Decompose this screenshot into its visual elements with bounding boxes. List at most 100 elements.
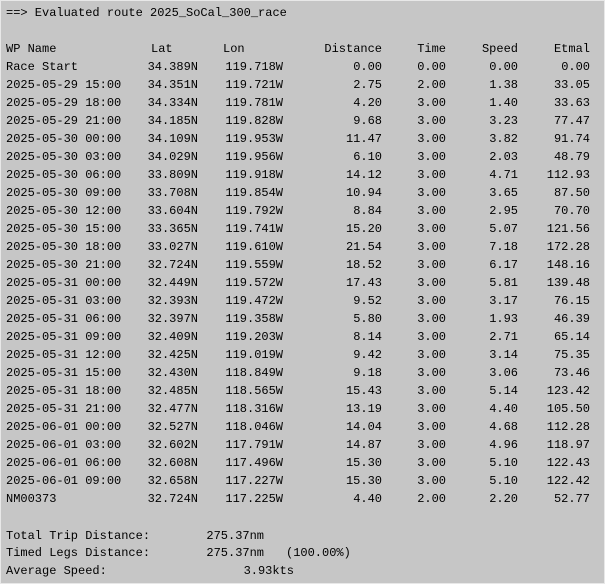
column-header: Time — [417, 42, 446, 56]
table-cell: 3.00 — [417, 96, 446, 110]
table-cell: 15.30 — [345, 474, 382, 488]
table-cell: 4.20 — [353, 96, 382, 110]
table-cell: 119.472W — [225, 294, 283, 308]
table-cell: 32.430N — [147, 366, 198, 380]
summary-label: Total Trip Distance: — [6, 529, 151, 543]
table-cell: 91.74 — [553, 132, 590, 146]
table-cell: 3.17 — [489, 294, 518, 308]
table-cell: 172.28 — [546, 240, 590, 254]
table-cell: 2025-05-30 18:00 — [6, 240, 122, 254]
table-cell: 112.28 — [546, 420, 590, 434]
table-cell: 3.00 — [417, 258, 446, 272]
table-cell: 52.77 — [553, 492, 590, 506]
table-cell: 119.358W — [225, 312, 283, 326]
table-cell: 32.608N — [147, 456, 198, 470]
table-cell: 87.50 — [553, 186, 590, 200]
table-cell: 5.81 — [489, 276, 518, 290]
table-cell: 65.14 — [553, 330, 590, 344]
table-cell: 119.572W — [225, 276, 283, 290]
table-cell: 3.00 — [417, 402, 446, 416]
table-cell: 119.610W — [225, 240, 283, 254]
table-cell: 6.10 — [353, 150, 382, 164]
table-cell: 1.93 — [489, 312, 518, 326]
table-cell: 122.42 — [546, 474, 590, 488]
table-cell: 112.93 — [546, 168, 590, 182]
table-cell: 119.721W — [225, 78, 283, 92]
table-cell: 8.84 — [353, 204, 382, 218]
table-cell: 4.96 — [489, 438, 518, 452]
summary-label: Average Speed: — [6, 564, 107, 578]
table-cell: 3.00 — [417, 222, 446, 236]
table-cell: 3.00 — [417, 294, 446, 308]
table-cell: 119.918W — [225, 168, 283, 182]
table-cell: 32.397N — [147, 312, 198, 326]
table-cell: 73.46 — [553, 366, 590, 380]
table-cell: 3.00 — [417, 384, 446, 398]
table-cell: 119.956W — [225, 150, 283, 164]
table-cell: 2025-05-29 21:00 — [6, 114, 122, 128]
route-title: ==> Evaluated route 2025_SoCal_300_race — [6, 6, 287, 20]
table-cell: 33.708N — [147, 186, 198, 200]
table-cell: 2025-05-30 03:00 — [6, 150, 122, 164]
table-cell: 32.409N — [147, 330, 198, 344]
table-cell: 119.203W — [225, 330, 283, 344]
table-cell: 34.389N — [147, 60, 198, 74]
table-cell: 2025-06-01 03:00 — [6, 438, 122, 452]
table-cell: 14.12 — [345, 168, 382, 182]
table-cell: 0.00 — [353, 60, 382, 74]
table-cell: 2025-06-01 06:00 — [6, 456, 122, 470]
table-cell: 2025-05-31 12:00 — [6, 348, 122, 362]
table-cell: 14.87 — [345, 438, 382, 452]
table-cell: 2025-05-31 15:00 — [6, 366, 122, 380]
table-cell: 2.03 — [489, 150, 518, 164]
table-cell: 32.724N — [147, 258, 198, 272]
table-cell: 4.40 — [489, 402, 518, 416]
table-cell: 15.20 — [345, 222, 382, 236]
table-cell: 75.35 — [553, 348, 590, 362]
table-cell: Race Start — [6, 60, 79, 74]
table-cell: 3.00 — [417, 150, 446, 164]
table-cell: 3.00 — [417, 168, 446, 182]
table-cell: 2.20 — [489, 492, 518, 506]
table-cell: 32.527N — [147, 420, 198, 434]
table-cell: 2025-05-31 03:00 — [6, 294, 122, 308]
table-cell: 148.16 — [546, 258, 590, 272]
table-cell: 2025-05-31 06:00 — [6, 312, 122, 326]
table-cell: 3.00 — [417, 420, 446, 434]
table-cell: 5.10 — [489, 474, 518, 488]
table-cell: 17.43 — [345, 276, 382, 290]
table-cell: 2.00 — [417, 78, 446, 92]
table-cell: 121.56 — [546, 222, 590, 236]
table-cell: 117.227W — [225, 474, 283, 488]
table-cell: 118.849W — [225, 366, 283, 380]
table-cell: 32.477N — [147, 402, 198, 416]
table-cell: 119.741W — [225, 222, 283, 236]
table-cell: 123.42 — [546, 384, 590, 398]
table-cell: 3.00 — [417, 114, 446, 128]
table-cell: 117.496W — [225, 456, 283, 470]
table-cell: 3.14 — [489, 348, 518, 362]
summary-value: 275.37nm — [206, 546, 264, 560]
table-cell: 2025-06-01 00:00 — [6, 420, 122, 434]
table-cell: 14.04 — [345, 420, 382, 434]
table-cell: 3.23 — [489, 114, 518, 128]
table-cell: 9.42 — [353, 348, 382, 362]
table-cell: 6.17 — [489, 258, 518, 272]
table-cell: 5.14 — [489, 384, 518, 398]
table-cell: 105.50 — [546, 402, 590, 416]
table-cell: 0.00 — [561, 60, 590, 74]
table-cell: 7.18 — [489, 240, 518, 254]
column-header: WP Name — [6, 42, 57, 56]
column-header: Lat — [151, 42, 173, 56]
summary-value: 3.93kts — [243, 564, 294, 578]
table-cell: 77.47 — [553, 114, 590, 128]
table-cell: 3.06 — [489, 366, 518, 380]
table-cell: 4.71 — [489, 168, 518, 182]
table-cell: 33.604N — [147, 204, 198, 218]
column-header: Lon — [223, 42, 245, 56]
table-cell: 15.43 — [345, 384, 382, 398]
table-cell: 32.602N — [147, 438, 198, 452]
table-cell: 3.65 — [489, 186, 518, 200]
table-cell: 33.809N — [147, 168, 198, 182]
table-cell: 119.792W — [225, 204, 283, 218]
